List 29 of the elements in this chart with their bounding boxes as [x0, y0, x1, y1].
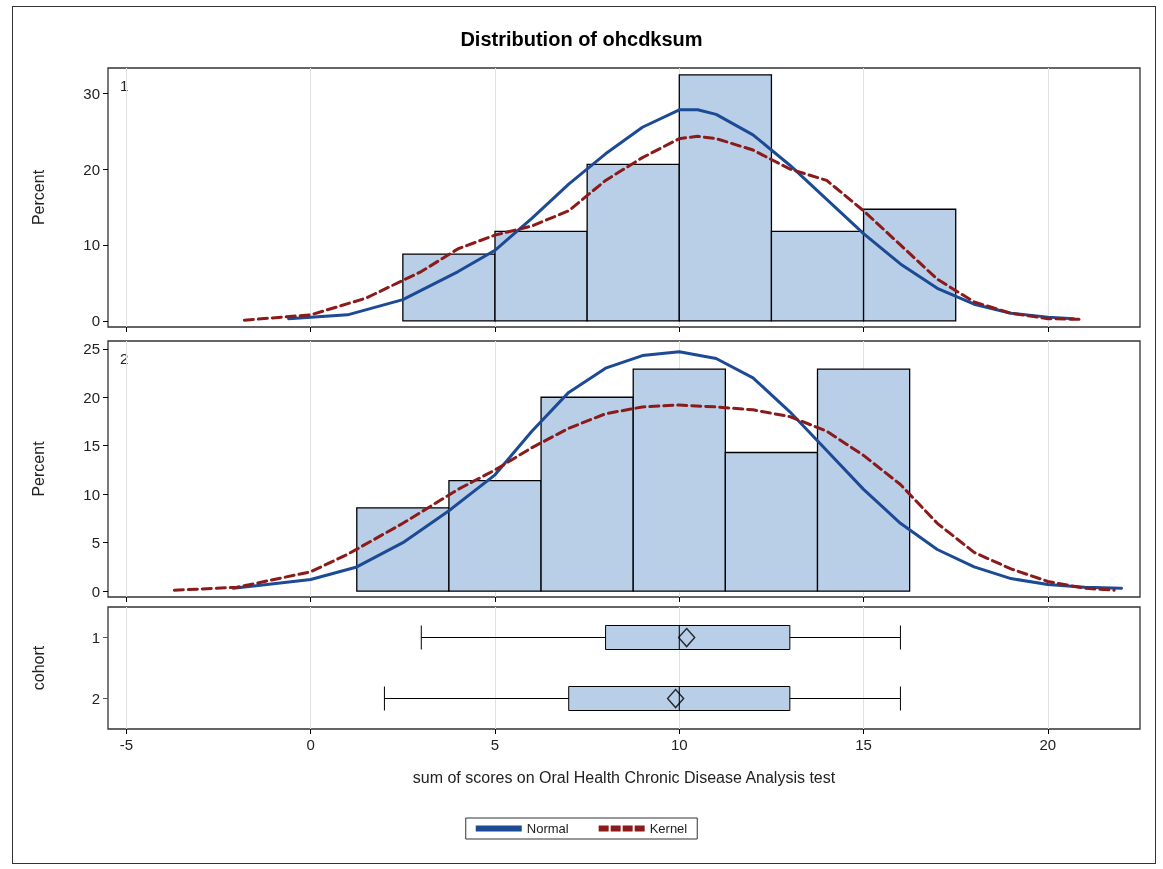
- y-tick-label: 25: [83, 340, 100, 358]
- line-series: [231, 350, 1124, 590]
- legend-label: Normal: [526, 821, 569, 836]
- line-series: [242, 134, 1083, 322]
- y-tick-label: 10: [83, 485, 100, 503]
- x-tick-label: 5: [490, 736, 500, 753]
- y-tick-label: 10: [83, 236, 100, 254]
- x-tick-label: -5: [119, 736, 134, 753]
- y-tick-label: 5: [91, 534, 100, 552]
- x-tick-label: 10: [670, 736, 688, 753]
- x-tick-label: 0: [306, 736, 315, 753]
- x-tick-label: 20: [1039, 736, 1057, 753]
- y-tick-label: 0: [91, 582, 100, 600]
- legend-label: Kernel: [649, 821, 688, 836]
- y-tick-label: 1: [91, 629, 100, 646]
- y-tick-label: 0: [91, 312, 100, 330]
- y-tick-label: 20: [83, 160, 100, 178]
- y-tick-label: 20: [83, 388, 100, 406]
- y-tick-label: 15: [83, 437, 100, 455]
- line-series: [172, 403, 1116, 592]
- line-series: [287, 108, 1076, 321]
- y-tick-label: 30: [83, 84, 100, 102]
- y-axis-title: cohort: [29, 645, 47, 691]
- y-axis-title: Percent: [29, 169, 47, 226]
- y-tick-label: 2: [91, 690, 100, 707]
- y-axis-title: Percent: [29, 440, 47, 497]
- x-axis-title: sum of scores on Oral Health Chronic Disease Analysis test: [412, 768, 836, 786]
- chart-title: Distribution of ohcdksum: [460, 28, 703, 50]
- x-tick-label: 15: [855, 736, 872, 753]
